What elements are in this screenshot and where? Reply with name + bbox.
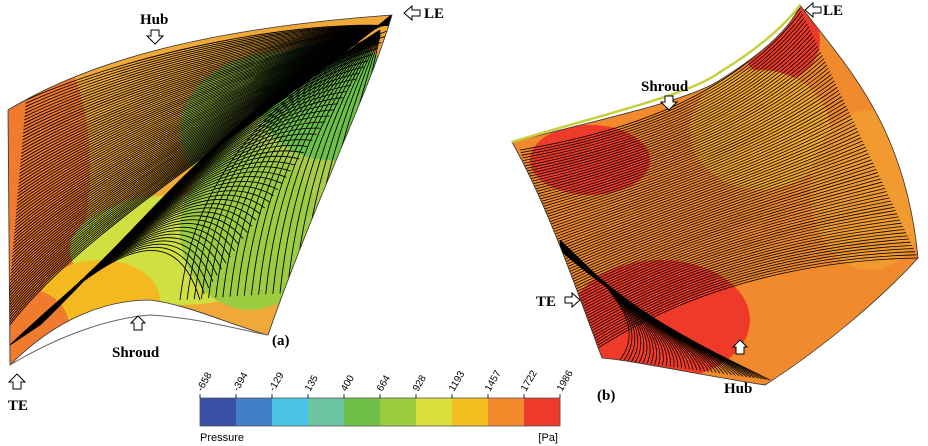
up-arrow-icon	[7, 373, 27, 390]
colorbar-tick-label: 664	[375, 373, 393, 393]
panel-b-tag: (b)	[597, 388, 615, 404]
te-marker-b: TE	[536, 291, 581, 310]
te-label-a: TE	[8, 398, 28, 414]
left-arrow-icon	[403, 4, 421, 22]
panel-a-tag: (a)	[272, 333, 290, 349]
colorbar-swatch	[236, 398, 273, 426]
colorbar-swatch	[308, 398, 345, 426]
colorbar-variable-label: Pressure	[200, 432, 244, 444]
colorbar-swatches	[199, 397, 561, 427]
hub-label-a: Hub	[140, 12, 168, 28]
right-arrow-icon	[564, 291, 581, 309]
colorbar-tick-label: -658	[195, 370, 215, 393]
te-label-b: TE	[536, 294, 556, 310]
colorbar-tick-label: 928	[411, 373, 429, 393]
colorbar-ticks: -658 -394 -129 135 400 664 928 1193 1457 1722 1986	[195, 368, 576, 398]
hub-marker-a: Hub	[140, 12, 168, 45]
colorbar-swatch	[272, 398, 309, 426]
colorbar-tick-label: 1722	[519, 368, 540, 393]
colorbar-tick-label: 400	[339, 373, 357, 393]
hub-marker-b: Hub	[724, 339, 752, 397]
colorbar-tick-label: 135	[303, 373, 321, 393]
hub-label-b: Hub	[724, 381, 752, 397]
colorbar-swatch	[488, 398, 525, 426]
colorbar-swatch	[416, 398, 453, 426]
streamlines-b	[519, 7, 918, 381]
colorbar-tick-label: -129	[267, 370, 287, 393]
shroud-marker-b: Shroud	[641, 79, 689, 111]
colorbar-swatch	[200, 398, 237, 426]
shroud-label-a: Shroud	[112, 345, 160, 361]
colorbar: -658 -394 -129 135 400 664 928 1193 1457 1722 1986…	[195, 368, 576, 444]
panel-a-blade	[7, 14, 393, 366]
le-marker-a: LE	[403, 4, 444, 22]
shroud-marker-a: Shroud	[112, 315, 160, 361]
colorbar-swatch	[524, 398, 561, 426]
colorbar-tick-label: 1193	[447, 369, 467, 394]
shroud-label-b: Shroud	[641, 79, 689, 95]
down-arrow-icon	[145, 29, 165, 45]
colorbar-tick-label: 1986	[555, 368, 576, 393]
le-marker-b: LE	[804, 1, 843, 19]
le-label-a: LE	[424, 6, 444, 22]
colorbar-unit-label: [Pa]	[538, 432, 558, 444]
le-label-b: LE	[823, 3, 843, 19]
colorbar-tick-label: 1457	[483, 368, 504, 393]
colorbar-swatch	[344, 398, 381, 426]
panel-b-blade	[511, 4, 919, 386]
colorbar-swatch	[452, 398, 489, 426]
te-marker-a: TE	[7, 373, 28, 414]
colorbar-tick-label: -394	[231, 370, 251, 393]
left-arrow-icon	[804, 1, 822, 19]
down-arrow-icon	[659, 95, 679, 111]
colorbar-swatch	[380, 398, 417, 426]
up-arrow-icon	[731, 339, 749, 355]
up-arrow-icon	[129, 315, 147, 331]
